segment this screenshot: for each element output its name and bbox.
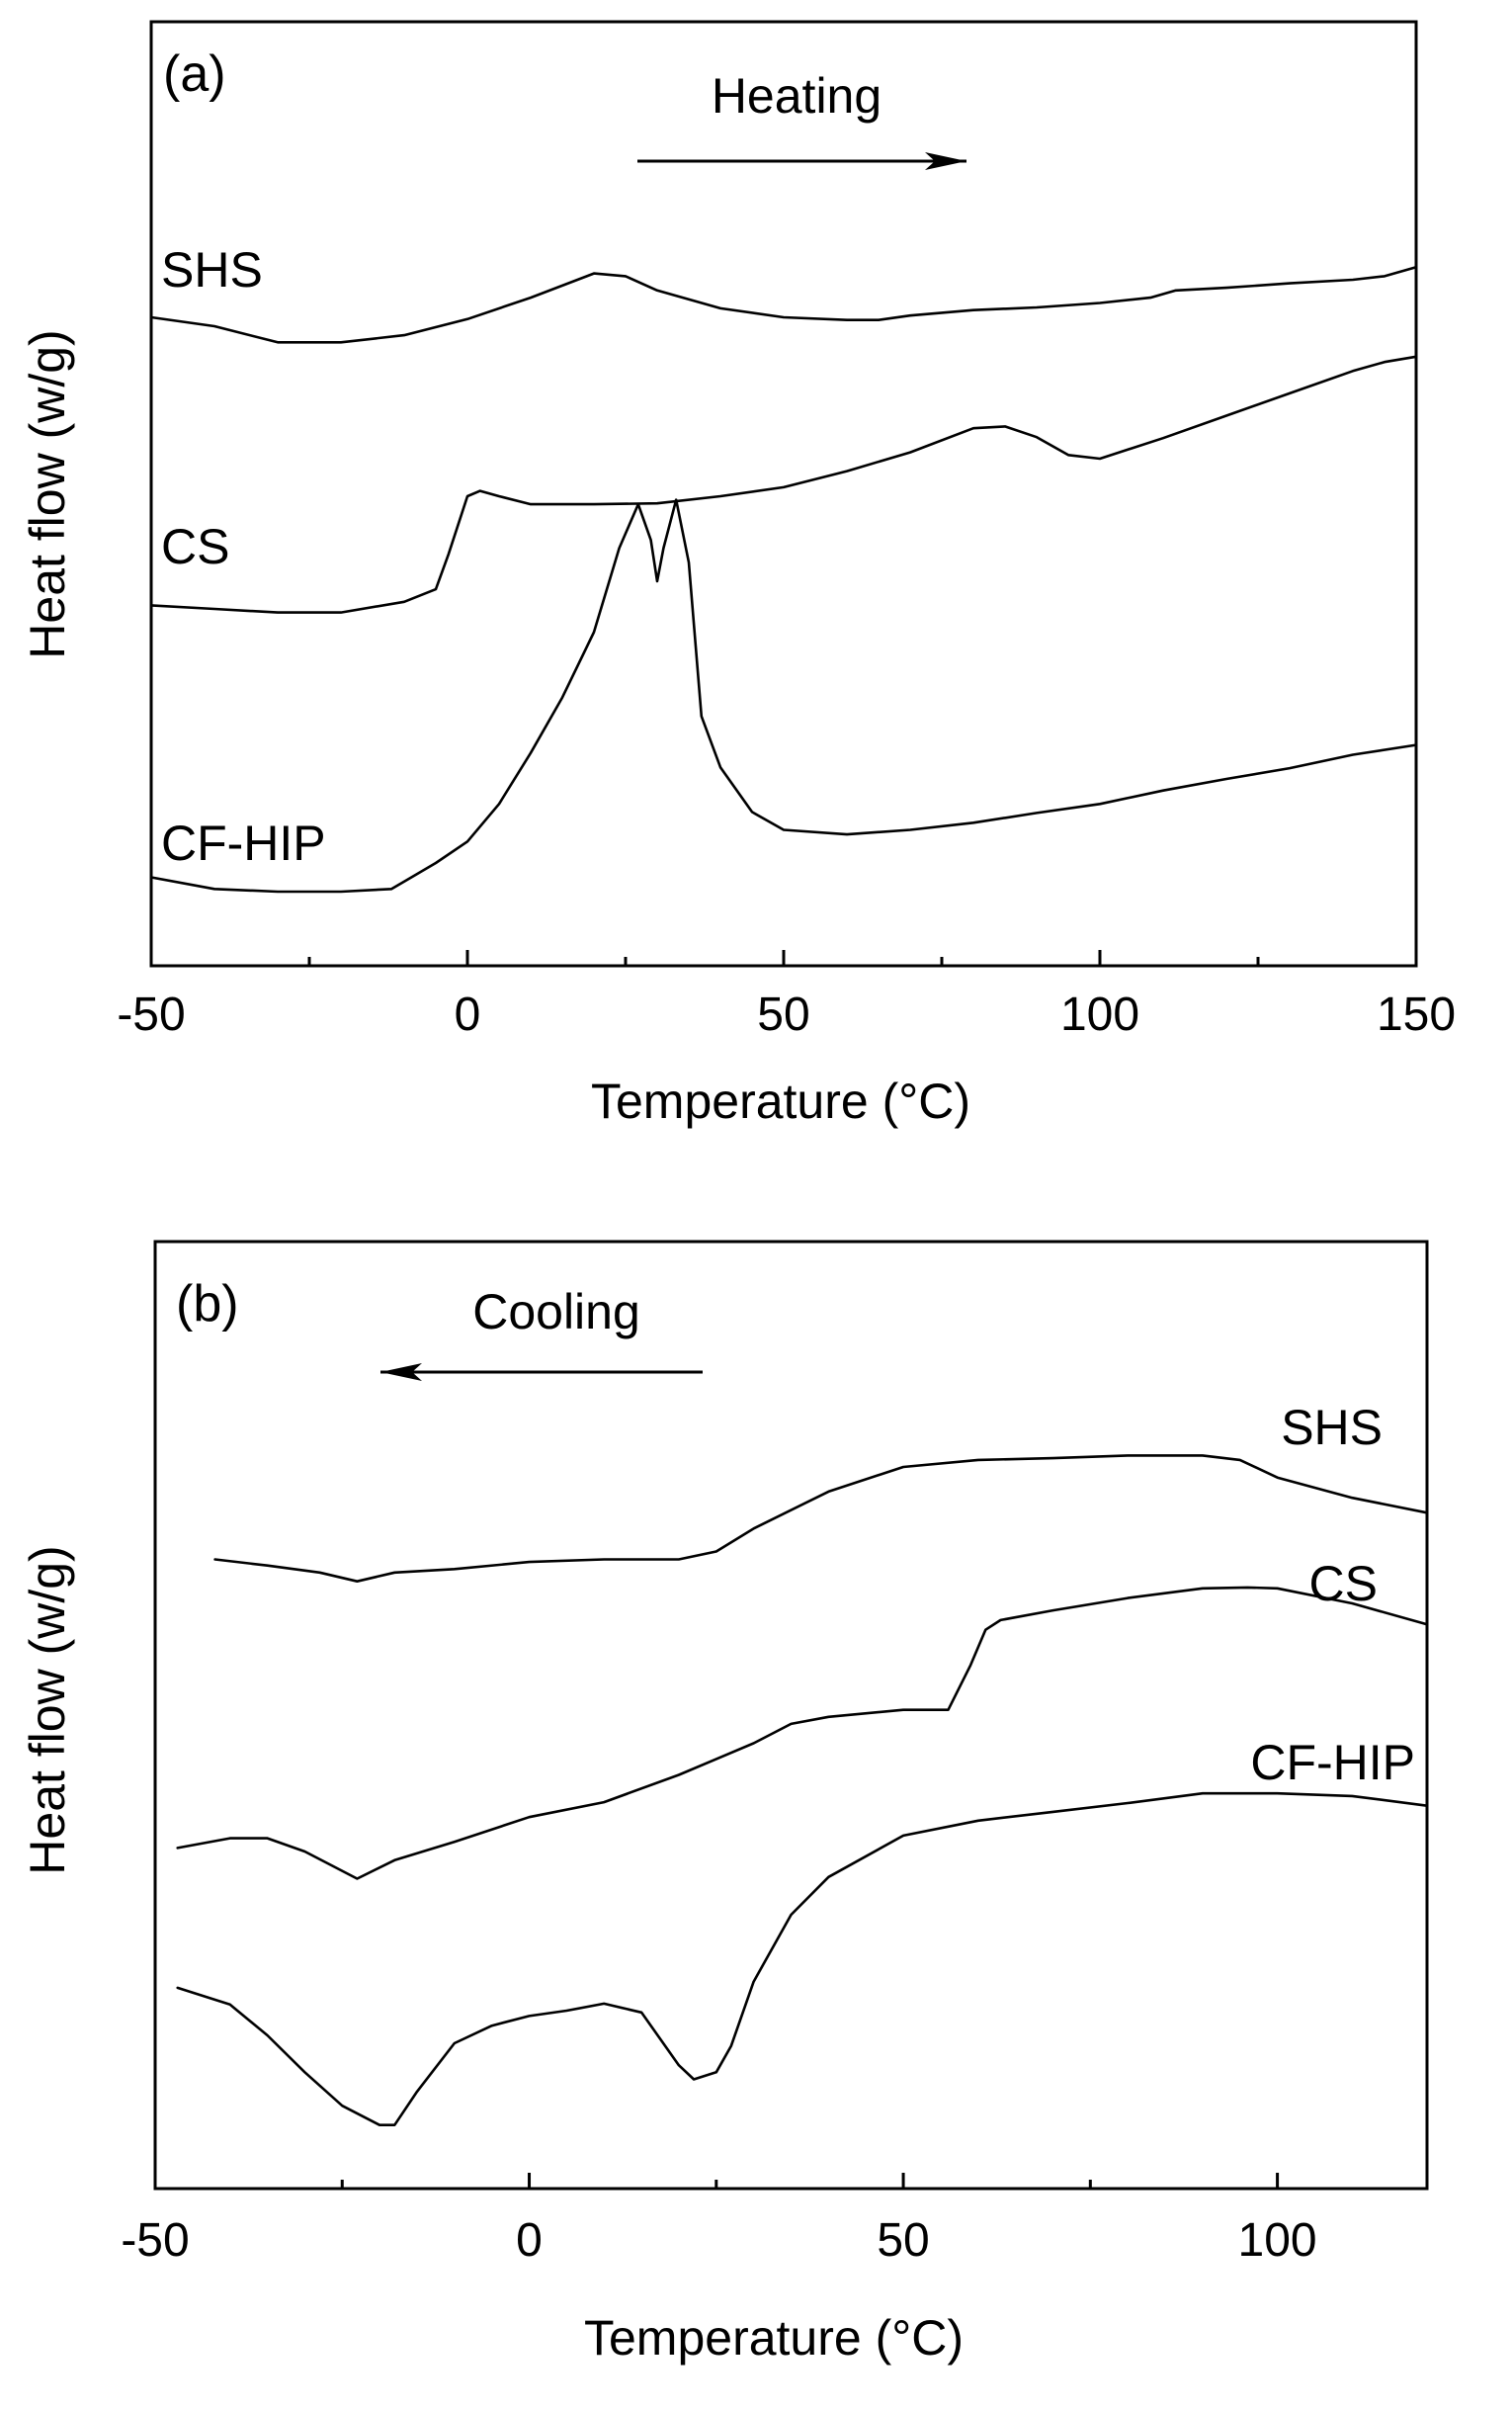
plot-frame (149, 20, 1418, 968)
x-axis-title: Temperature (°C) (584, 2310, 964, 2366)
panel-tag: (b) (176, 1275, 239, 1333)
direction-label: Cooling (472, 1284, 640, 1339)
direction-arrow-head (380, 1363, 422, 1381)
chart-panel-a: -50 0 50 100 150 SHS CS CF-HIP (a) Heating Tempera… (20, 20, 1456, 1129)
series-line-cs (176, 1586, 1429, 1880)
series-label-cs: CS (1309, 1556, 1378, 1611)
series-label-cs: CS (161, 519, 229, 574)
series-line-shs (149, 265, 1418, 344)
x-tick-label: 50 (757, 989, 809, 1041)
series-label-cf-hip: CF-HIP (1250, 1735, 1415, 1790)
direction-label: Heating (712, 68, 882, 124)
direction-arrow-head (925, 152, 966, 170)
x-tick-label: 100 (1060, 989, 1139, 1041)
x-tick-label: 150 (1377, 989, 1456, 1041)
x-axis-title: Temperature (°C) (591, 1074, 970, 1129)
series-line-cf-hip (149, 498, 1418, 894)
x-tick-label: 0 (516, 2214, 543, 2267)
chart-panel-b: -50 0 50 100 SHS CS CF-HIP (b) Cooling Temperatur… (20, 1240, 1429, 2366)
y-axis-title: Heat flow (w/g) (20, 1545, 75, 1874)
series-line-cs (149, 355, 1418, 614)
plot-frame (153, 1240, 1429, 2191)
x-tick-label: 100 (1238, 2214, 1317, 2267)
x-tick-label: -50 (117, 989, 185, 1041)
series-line-cf-hip (176, 1791, 1429, 2126)
x-tick-label: 0 (455, 989, 481, 1041)
y-axis-title: Heat flow (w/g) (20, 329, 75, 658)
series-label-cf-hip: CF-HIP (161, 816, 326, 871)
series-line-shs (213, 1454, 1429, 1583)
x-tick-label: 50 (877, 2214, 929, 2267)
x-tick-label: -50 (121, 2214, 189, 2267)
panel-tag: (a) (163, 45, 226, 103)
series-label-shs: SHS (161, 242, 263, 298)
series-label-shs: SHS (1281, 1400, 1383, 1455)
